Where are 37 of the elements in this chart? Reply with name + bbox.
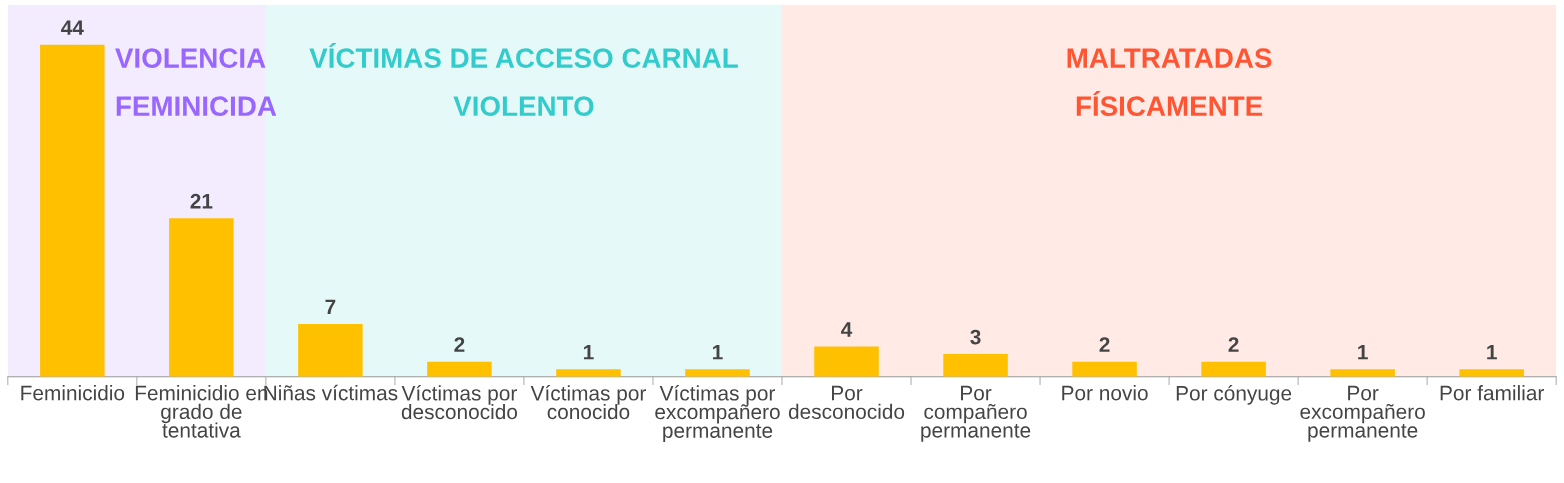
data-label: 1 [713,344,723,360]
bar [169,218,234,377]
x-tick-label: Por familiar [1440,385,1544,401]
x-tick-label: Por excompañero permanente [1300,385,1425,442]
bar [1201,361,1266,377]
bar [814,346,879,377]
band-label: VIOLENCIA FEMINICIDA [115,48,277,116]
bar [1459,369,1524,377]
bar [943,354,1008,377]
x-tick-label: Víctimas por conocido [530,385,646,420]
data-label: 7 [325,299,336,315]
band-label: VÍCTIMAS DE ACCESO CARNAL VIOLENTO [309,43,738,116]
x-tick-label: Por novio [1062,385,1148,401]
bar [427,361,492,377]
data-label: 1 [1487,344,1497,360]
data-label: 1 [583,344,594,360]
bar [1072,361,1137,377]
bar [685,369,750,377]
data-label: 3 [970,329,981,345]
data-label: 2 [1228,337,1239,352]
data-label: 21 [190,193,213,209]
bar [40,44,105,377]
data-label: 2 [454,337,465,352]
data-label: 1 [1358,344,1368,360]
band-label: MALTRATADAS FÍSICAMENTE [1067,48,1272,116]
x-tick-label: Feminicidio [21,385,125,401]
x-tick-label: Por cónyuge [1176,385,1292,405]
data-label: 4 [841,322,853,337]
data-label: 2 [1099,337,1110,352]
x-tick-label: Víctimas por desconocido [401,385,518,420]
bar [556,369,621,377]
data-label: 44 [61,20,84,35]
x-tick-label: Víctimas por excompañero permanente [655,385,780,443]
x-tick-label: Por desconocido [788,385,905,420]
x-tick-label: Por compañero permanente [921,385,1031,442]
bar [298,323,363,377]
bar [1330,369,1395,377]
